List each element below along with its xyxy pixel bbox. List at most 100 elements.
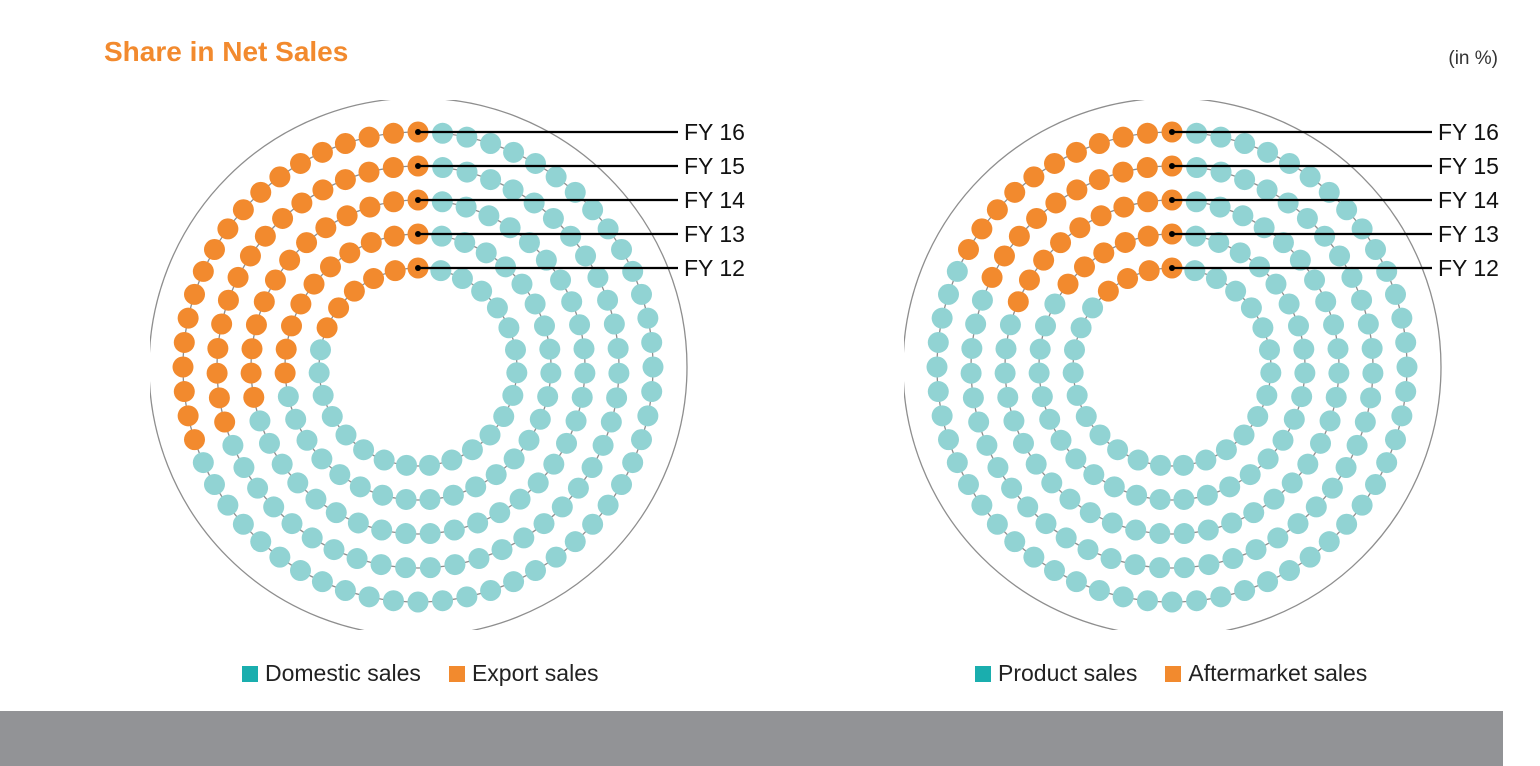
ring-dot-fy16-38: [232, 513, 254, 535]
ring-dot-fy15-24: [1198, 554, 1220, 576]
ring-dot-fy14-11: [574, 362, 596, 384]
ring-dot-fy16-22: [1336, 513, 1358, 535]
ring-dot-fy15-47: [312, 179, 334, 201]
ring-dot-fy15-19: [551, 496, 573, 518]
ring-dot-fy13-28: [281, 315, 303, 337]
ring-dot-fy16-39: [971, 494, 993, 516]
ring-dot-fy15-26: [1149, 557, 1171, 579]
ring-dot-fy15-47: [1066, 179, 1088, 201]
ring-dot-fy13-5: [511, 273, 533, 295]
ring-label-fy12: FY 12: [684, 255, 745, 281]
ring-dot-fy15-45: [272, 207, 294, 229]
ring-dot-fy16-21: [597, 494, 619, 516]
ring-dot-fy16-52: [232, 199, 254, 221]
ring-dot-fy14-27: [1041, 472, 1063, 494]
ring-dot-fy15-27: [370, 554, 392, 576]
ring-dot-fy16-28: [1210, 586, 1232, 608]
ring-dot-fy16-12: [631, 283, 652, 305]
ring-dot-fy16-32: [358, 586, 380, 608]
ring-dot-fy13-23: [296, 429, 318, 451]
ring-dot-fy15-49: [1112, 161, 1134, 183]
ring-dot-fy16-33: [334, 580, 356, 601]
ring-dot-fy16-50: [957, 239, 979, 260]
ring-dot-fy14-28: [271, 453, 293, 475]
ring-dot-fy14-18: [489, 502, 511, 524]
ring-dot-fy15-28: [1100, 548, 1122, 570]
ring-dot-fy16-18: [631, 429, 652, 451]
ring-dot-fy13-10: [1291, 386, 1313, 408]
ring-dot-fy14-9: [569, 314, 591, 336]
ring-dot-fy14-10: [1327, 338, 1349, 360]
leader-dot-3: [1169, 231, 1175, 237]
ring-dot-fy15-36: [214, 411, 236, 433]
product-aftermarket-ring-chart: FY 16 FY 15 FY 14 FY 13 FY 12: [904, 100, 1499, 630]
ring-dot-fy13-26: [274, 362, 296, 384]
ring-dot-fy13-21: [1083, 464, 1105, 486]
ring-dot-fy16-51: [217, 218, 239, 240]
ring-dot-fy12-6: [1259, 339, 1280, 361]
ring-dot-fy16-37: [1004, 531, 1026, 553]
ring-dot-fy14-12: [571, 386, 593, 408]
ring-dot-fy16-34: [311, 571, 333, 593]
leader-dot-4: [415, 265, 421, 271]
ring-dot-fy14-34: [999, 314, 1021, 336]
ring-dot-fy16-57: [334, 133, 356, 154]
ring-dot-fy15-43: [993, 245, 1015, 267]
ring-dot-fy12-24: [1097, 280, 1119, 302]
ring-dot-fy14-2: [455, 196, 477, 218]
ring-dot-fy15-43: [239, 245, 261, 267]
leader-dot-1: [1169, 163, 1175, 169]
ring-dot-fy15-8: [1329, 245, 1351, 267]
ring-dot-fy13-2: [1208, 231, 1230, 253]
ring-dot-fy14-5: [518, 232, 540, 254]
ring-dot-fy16-4: [503, 141, 525, 163]
ring-dot-fy14-35: [253, 291, 275, 313]
ring-dot-fy15-46: [291, 192, 313, 214]
ring-dot-fy15-30: [1055, 527, 1077, 549]
ring-dot-fy13-2: [454, 231, 476, 253]
ring-dot-fy12-26: [384, 260, 406, 282]
ring-dot-fy14-21: [1173, 523, 1195, 545]
ring-dot-fy14-42: [1137, 191, 1159, 213]
ring-dot-fy14-10: [573, 338, 595, 360]
ring-dot-fy15-37: [962, 387, 984, 409]
ring-dot-fy13-3: [1229, 242, 1251, 264]
ring-dot-fy16-20: [611, 474, 633, 495]
ring-dot-fy15-23: [468, 548, 490, 570]
ring-dot-fy15-9: [587, 266, 609, 288]
ring-dot-fy16-40: [203, 474, 225, 495]
ring-dot-fy15-42: [227, 266, 249, 288]
ring-dot-fy14-31: [997, 386, 1019, 408]
ring-dot-fy15-18: [1321, 477, 1343, 499]
ring-dot-fy16-10: [611, 239, 633, 260]
ring-dot-fy16-3: [480, 133, 502, 154]
ring-dot-fy15-22: [1245, 539, 1267, 561]
ring-dot-fy13-12: [518, 429, 540, 451]
ring-dot-fy12-4: [1240, 297, 1262, 319]
ring-dot-fy15-9: [1341, 266, 1363, 288]
ring-dot-fy15-13: [608, 362, 630, 384]
legend-item-product-sales: Product sales: [975, 660, 1137, 687]
ring-dot-fy16-31: [1136, 590, 1158, 612]
ring-dot-fy14-7: [1304, 269, 1326, 291]
ring-label-fy13: FY 13: [1438, 221, 1499, 247]
ring-dot-fy15-11: [603, 313, 625, 335]
ring-dot-fy16-1: [1186, 122, 1208, 144]
ring-dot-fy12-21: [310, 339, 331, 361]
ring-dot-fy13-21: [329, 464, 351, 486]
ring-dot-fy12-1: [1184, 260, 1206, 282]
ring-dot-fy16-14: [641, 331, 663, 353]
ring-dot-fy14-41: [359, 196, 381, 218]
ring-dot-fy14-28: [1025, 453, 1047, 475]
ring-dot-fy16-14: [1395, 331, 1417, 353]
ring-label-fy12: FY 12: [1438, 255, 1499, 281]
ring-dot-fy16-23: [564, 531, 586, 553]
ring-dot-fy16-26: [1257, 571, 1279, 593]
ring-dot-fy14-41: [1113, 196, 1135, 218]
ring-dot-fy12-8: [1256, 384, 1278, 406]
ring-dot-fy16-27: [1234, 580, 1256, 601]
ring-dot-fy13-13: [1257, 448, 1279, 470]
ring-label-fy14: FY 14: [1438, 187, 1499, 213]
ring-dot-fy13-20: [1103, 476, 1125, 498]
ring-dot-fy15-11: [1357, 313, 1379, 335]
